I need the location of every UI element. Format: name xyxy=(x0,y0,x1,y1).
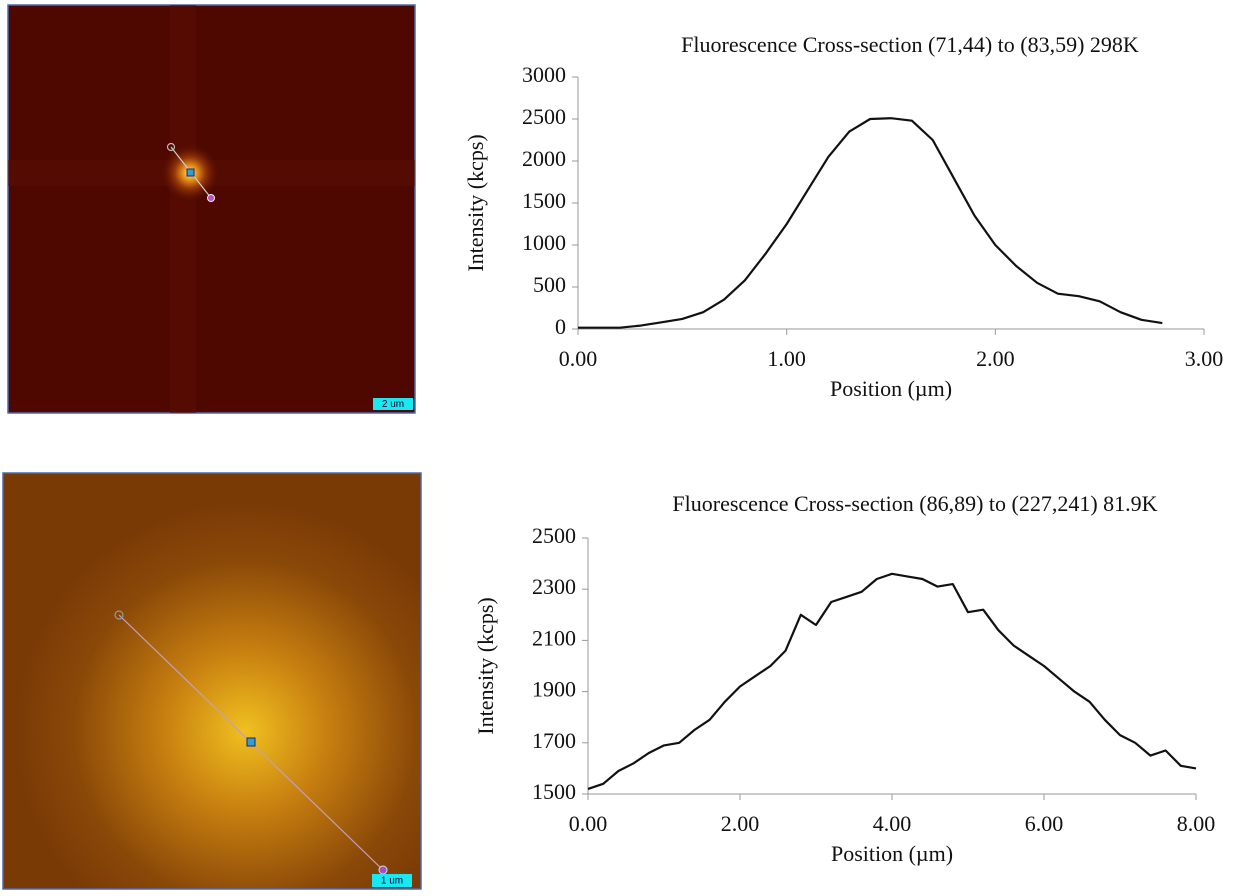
y-tick-label: 3000 xyxy=(522,62,566,87)
y-tick-label: 1700 xyxy=(532,728,576,753)
y-tick-label: 2500 xyxy=(532,523,576,548)
chart-title: Fluorescence Cross-section (71,44) to (8… xyxy=(681,32,1139,57)
y-tick-label: 2300 xyxy=(532,574,576,599)
scale-bar-label: 1 um xyxy=(381,876,403,887)
y-tick-label: 2000 xyxy=(522,146,566,171)
y-tick-label: 1000 xyxy=(522,230,566,255)
y-axis-label: Intensity (kcps) xyxy=(463,134,488,271)
y-tick-label: 2500 xyxy=(522,104,566,129)
x-tick-label: 3.00 xyxy=(1185,346,1224,371)
y-axis-label: Intensity (kcps) xyxy=(473,597,498,734)
x-axis-label: Position (µm) xyxy=(830,376,952,401)
x-tick-label: 4.00 xyxy=(873,811,912,836)
x-tick-label: 8.00 xyxy=(1177,811,1216,836)
image-1: 2 um xyxy=(7,4,416,414)
x-tick-label: 2.00 xyxy=(976,346,1015,371)
y-tick-label: 1500 xyxy=(532,779,576,804)
y-tick-label: 0 xyxy=(555,314,566,339)
data-line xyxy=(587,572,1197,790)
y-tick-label: 1900 xyxy=(532,677,576,702)
x-tick-label: 2.00 xyxy=(721,811,760,836)
y-tick-label: 1500 xyxy=(522,188,566,213)
x-axis-label: Position (µm) xyxy=(831,841,953,866)
x-tick-label: 1.00 xyxy=(767,346,806,371)
image-2: 1 um xyxy=(2,472,422,890)
x-tick-label: 0.00 xyxy=(559,346,598,371)
chart-title: Fluorescence Cross-section (86,89) to (2… xyxy=(672,491,1157,516)
y-tick-label: 500 xyxy=(533,272,566,297)
x-tick-label: 6.00 xyxy=(1025,811,1064,836)
scale-bar-label: 2 um xyxy=(382,399,404,410)
y-tick-label: 2100 xyxy=(532,625,576,650)
x-tick-label: 0.00 xyxy=(569,811,608,836)
data-line xyxy=(578,117,1163,329)
